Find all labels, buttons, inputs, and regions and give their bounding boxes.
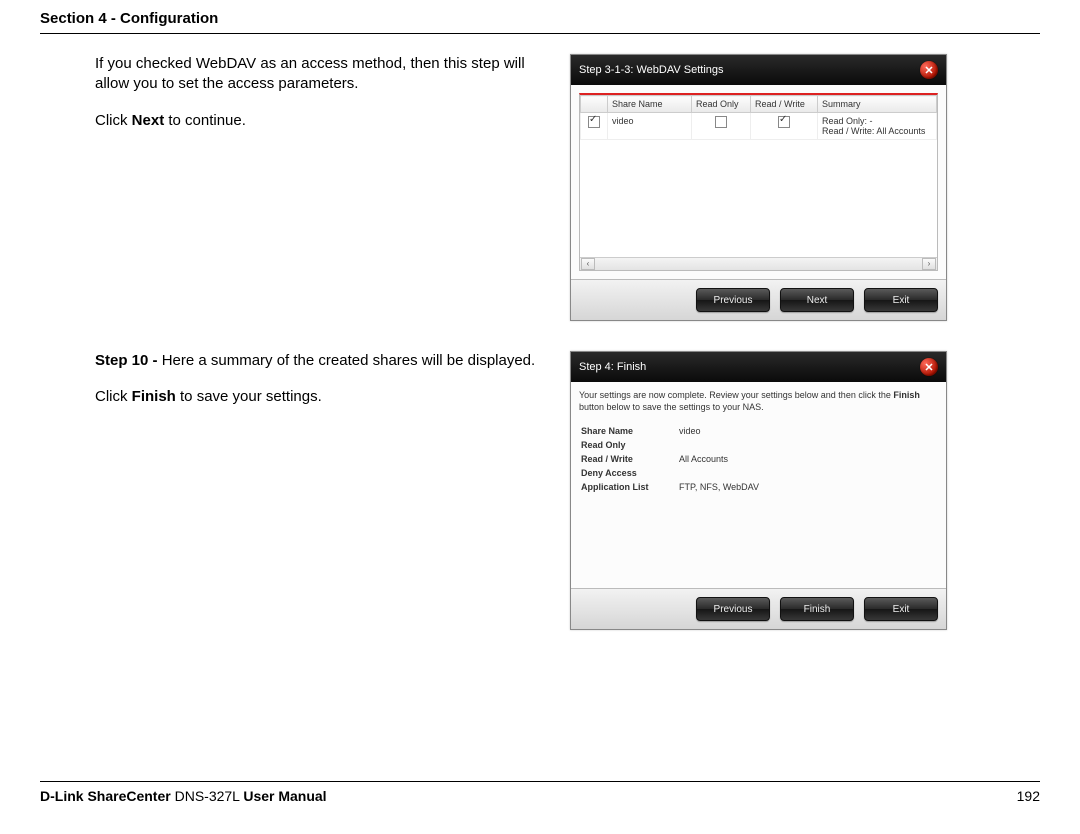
para-webdav-intro: If you checked WebDAV as an access metho… xyxy=(95,54,550,95)
val-deny xyxy=(679,467,765,479)
button-bar: Previous Finish Exit xyxy=(571,588,946,629)
close-icon[interactable]: ✕ xyxy=(920,61,938,79)
lbl-share-name: Share Name xyxy=(581,425,677,437)
finish-button[interactable]: Finish xyxy=(780,597,854,621)
read-only-checkbox[interactable] xyxy=(715,116,727,128)
val-read-only xyxy=(679,439,765,451)
table-row: video Read Only: - Read / Write: All Acc… xyxy=(581,113,937,140)
val-read-write: All Accounts xyxy=(679,453,765,465)
footer-left: D-Link ShareCenter DNS-327L User Manual xyxy=(40,788,327,804)
page-number: 192 xyxy=(1017,788,1040,804)
t: to save your settings. xyxy=(176,388,322,405)
dialog-webdav: Step 3-1-3: WebDAV Settings ✕ Share Name… xyxy=(570,54,947,321)
summary-line1: Read Only: - xyxy=(822,116,932,126)
col-check xyxy=(581,96,608,113)
col-read-only: Read Only xyxy=(692,96,751,113)
previous-button[interactable]: Previous xyxy=(696,288,770,312)
dialog-title-bar: Step 4: Finish ✕ xyxy=(571,352,946,382)
bold-step10: Step 10 - xyxy=(95,352,162,369)
text-block-1: If you checked WebDAV as an access metho… xyxy=(40,54,550,147)
dialog-finish: Step 4: Finish ✕ Your settings are now c… xyxy=(570,351,947,630)
t: button below to save the settings to you… xyxy=(579,402,764,412)
close-icon[interactable]: ✕ xyxy=(920,358,938,376)
scroll-left-icon[interactable]: ‹ xyxy=(581,258,595,270)
dialog-title-text: Step 3-1-3: WebDAV Settings xyxy=(579,64,724,76)
text-block-2: Step 10 - Here a summary of the created … xyxy=(40,351,550,424)
row-finish: Step 10 - Here a summary of the created … xyxy=(40,351,1040,630)
t: Click xyxy=(95,112,132,129)
bold-next: Next xyxy=(132,112,165,129)
previous-button[interactable]: Previous xyxy=(696,597,770,621)
lbl-read-only: Read Only xyxy=(581,439,677,451)
para-click-next: Click Next to continue. xyxy=(95,111,550,131)
para-click-finish: Click Finish to save your settings. xyxy=(95,387,550,407)
webdav-table: Share Name Read Only Read / Write Summar… xyxy=(580,95,937,140)
dialog-body: Your settings are now complete. Review y… xyxy=(571,382,946,588)
lbl-read-write: Read / Write xyxy=(581,453,677,465)
row-webdav-settings: If you checked WebDAV as an access metho… xyxy=(40,54,1040,321)
section-header: Section 4 - Configuration xyxy=(40,10,1040,34)
summary-table: Share Namevideo Read Only Read / WriteAl… xyxy=(579,423,767,495)
lbl-app-list: Application List xyxy=(581,481,677,493)
dialog-body: Share Name Read Only Read / Write Summar… xyxy=(571,85,946,279)
button-bar: Previous Next Exit xyxy=(571,279,946,320)
bold-finish: Finish xyxy=(132,388,176,405)
cell-summary: Read Only: - Read / Write: All Accounts xyxy=(818,113,937,140)
cell-share-name: video xyxy=(608,113,692,140)
finish-intro: Your settings are now complete. Review y… xyxy=(579,390,938,413)
scroll-right-icon[interactable]: › xyxy=(922,258,936,270)
dialog-title-text: Step 4: Finish xyxy=(579,361,646,373)
col-read-write: Read / Write xyxy=(751,96,818,113)
t: to continue. xyxy=(164,112,246,129)
exit-button[interactable]: Exit xyxy=(864,597,938,621)
val-share-name: video xyxy=(679,425,765,437)
col-share-name: Share Name xyxy=(608,96,692,113)
read-write-checkbox[interactable] xyxy=(778,116,790,128)
para-step10: Step 10 - Here a summary of the created … xyxy=(95,351,550,371)
col-summary: Summary xyxy=(818,96,937,113)
summary-line2: Read / Write: All Accounts xyxy=(822,126,932,136)
footer-suffix: User Manual xyxy=(243,788,326,804)
val-app-list: FTP, NFS, WebDAV xyxy=(679,481,765,493)
dialog-title-bar: Step 3-1-3: WebDAV Settings ✕ xyxy=(571,55,946,85)
t: Here a summary of the created shares wil… xyxy=(162,352,536,369)
footer-model: DNS-327L xyxy=(171,788,244,804)
exit-button[interactable]: Exit xyxy=(864,288,938,312)
horizontal-scrollbar[interactable]: ‹ › xyxy=(580,257,937,270)
lbl-deny: Deny Access xyxy=(581,467,677,479)
page-footer: D-Link ShareCenter DNS-327L User Manual … xyxy=(40,781,1040,804)
bold-finish-inline: Finish xyxy=(893,390,920,400)
t: Your settings are now complete. Review y… xyxy=(579,390,893,400)
footer-brand: D-Link ShareCenter xyxy=(40,788,171,804)
next-button[interactable]: Next xyxy=(780,288,854,312)
webdav-table-wrap: Share Name Read Only Read / Write Summar… xyxy=(579,93,938,271)
t: Click xyxy=(95,388,132,405)
row-checkbox[interactable] xyxy=(588,116,600,128)
